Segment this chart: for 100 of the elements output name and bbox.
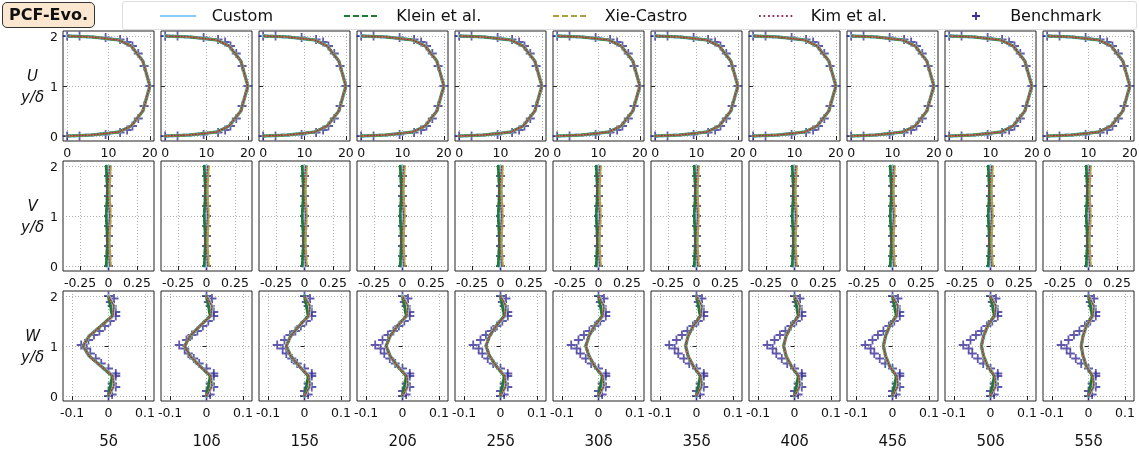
x-tick-label: 0.25 [221,275,249,290]
x-tick-label: 20 [1023,145,1040,160]
x-tick-label: -0.1 [255,405,281,420]
x-tick-label: 0.1 [1114,405,1135,420]
x-tick-label: 0.25 [1005,275,1033,290]
x-tick-label: 0 [455,145,464,160]
x-tick-label: 20 [631,145,648,160]
x-tick-label: 0 [161,145,170,160]
x-tick-label: 10 [198,145,215,160]
x-tick-label: 0.1 [330,405,351,420]
x-axis-title: 35δ [682,431,711,450]
x-tick-label: 0 [398,405,407,420]
x-tick-label: 0.1 [624,405,645,420]
x-tick-label: 0.1 [722,405,743,420]
x-tick-label: 0 [790,405,799,420]
x-tick-label: -0.25 [455,275,489,290]
legend-label: Custom [211,6,273,25]
x-tick-label: 0 [63,145,72,160]
x-tick-label: -0.1 [451,405,477,420]
x-tick-label: 0 [496,275,505,290]
x-tick-label: 10 [296,145,313,160]
x-tick-label: 0.25 [319,275,347,290]
x-tick-label: 10 [982,145,999,160]
x-axis-title: 25δ [486,431,515,450]
x-tick-label: 0 [496,405,505,420]
x-tick-label: 0 [1084,405,1093,420]
x-tick-label: -0.25 [161,275,195,290]
x-tick-label: 0 [202,405,211,420]
legend-label: Benchmark [1010,6,1102,25]
x-tick-label: 0.1 [134,405,155,420]
x-tick-label: 0 [553,145,562,160]
x-tick-label: 20 [239,145,256,160]
x-axis-title: 55δ [1074,431,1103,450]
legend-label: Klein et al. [396,6,482,25]
x-tick-label: 0 [888,275,897,290]
x-axis-title: 15δ [290,431,319,450]
x-tick-label: 0.1 [428,405,449,420]
x-tick-label: -0.1 [549,405,575,420]
legend-label: Kim et al. [810,6,887,25]
x-tick-label: 0.25 [1103,275,1131,290]
y-tick-label: 1 [50,78,58,94]
x-tick-label: 0 [986,275,995,290]
x-tick-label: -0.1 [745,405,771,420]
y-tick-label: 0 [50,128,59,144]
x-tick-label: 0 [300,275,309,290]
x-tick-label: -0.1 [843,405,869,420]
x-tick-label: -0.25 [553,275,587,290]
x-tick-label: 0 [986,405,995,420]
x-tick-label: 0.25 [613,275,641,290]
x-tick-label: 0 [259,145,268,160]
x-tick-label: -0.1 [157,405,183,420]
x-tick-label: -0.1 [1039,405,1065,420]
x-tick-label: 0 [104,275,113,290]
x-tick-label: 0.25 [515,275,543,290]
x-tick-label: 0.25 [907,275,935,290]
x-tick-label: 0 [847,145,856,160]
x-tick-label: 0 [692,275,701,290]
x-tick-label: 0 [104,405,113,420]
text: PCF-Evo. [2,2,95,28]
x-tick-label: -0.25 [259,275,293,290]
x-axis-title: 20δ [388,431,417,450]
x-tick-label: 10 [590,145,607,160]
x-axis-title: 10δ [192,431,221,450]
x-tick-label: 0 [749,145,758,160]
x-tick-label: 20 [729,145,746,160]
x-tick-label: 0.1 [1016,405,1037,420]
x-tick-label: 20 [141,145,158,160]
x-tick-label: -0.25 [651,275,685,290]
y-tick-label: 1 [50,208,58,224]
x-axis-title: 5δ [99,431,118,450]
x-tick-label: -0.1 [353,405,379,420]
x-tick-label: 0.25 [711,275,739,290]
x-tick-label: 20 [827,145,844,160]
x-tick-label: -0.25 [847,275,881,290]
x-tick-label: 0 [1084,275,1093,290]
x-tick-label: 0 [945,145,954,160]
y-tick-label: 2 [50,28,58,44]
x-tick-label: 0 [300,405,309,420]
x-tick-label: 10 [394,145,411,160]
x-tick-label: 0 [790,275,799,290]
x-tick-label: 0 [651,145,660,160]
x-tick-label: -0.1 [941,405,967,420]
x-tick-label: -0.1 [647,405,673,420]
x-tick-label: -0.1 [59,405,85,420]
x-axis-title: 45δ [878,431,907,450]
x-tick-label: 0 [1043,145,1052,160]
x-tick-label: 0.1 [918,405,939,420]
y-tick-label: 2 [50,158,58,174]
x-tick-label: 20 [1121,145,1138,160]
x-tick-label: 0 [202,275,211,290]
x-tick-label: -0.25 [357,275,391,290]
x-tick-label: 0.1 [526,405,547,420]
x-tick-label: 0.1 [820,405,841,420]
x-axis-title: 50δ [976,431,1005,450]
x-tick-label: 10 [492,145,509,160]
x-tick-label: -0.25 [63,275,97,290]
x-tick-label: 0 [692,405,701,420]
x-tick-label: 0.25 [123,275,151,290]
x-tick-label: 0 [398,275,407,290]
x-tick-label: 10 [100,145,117,160]
